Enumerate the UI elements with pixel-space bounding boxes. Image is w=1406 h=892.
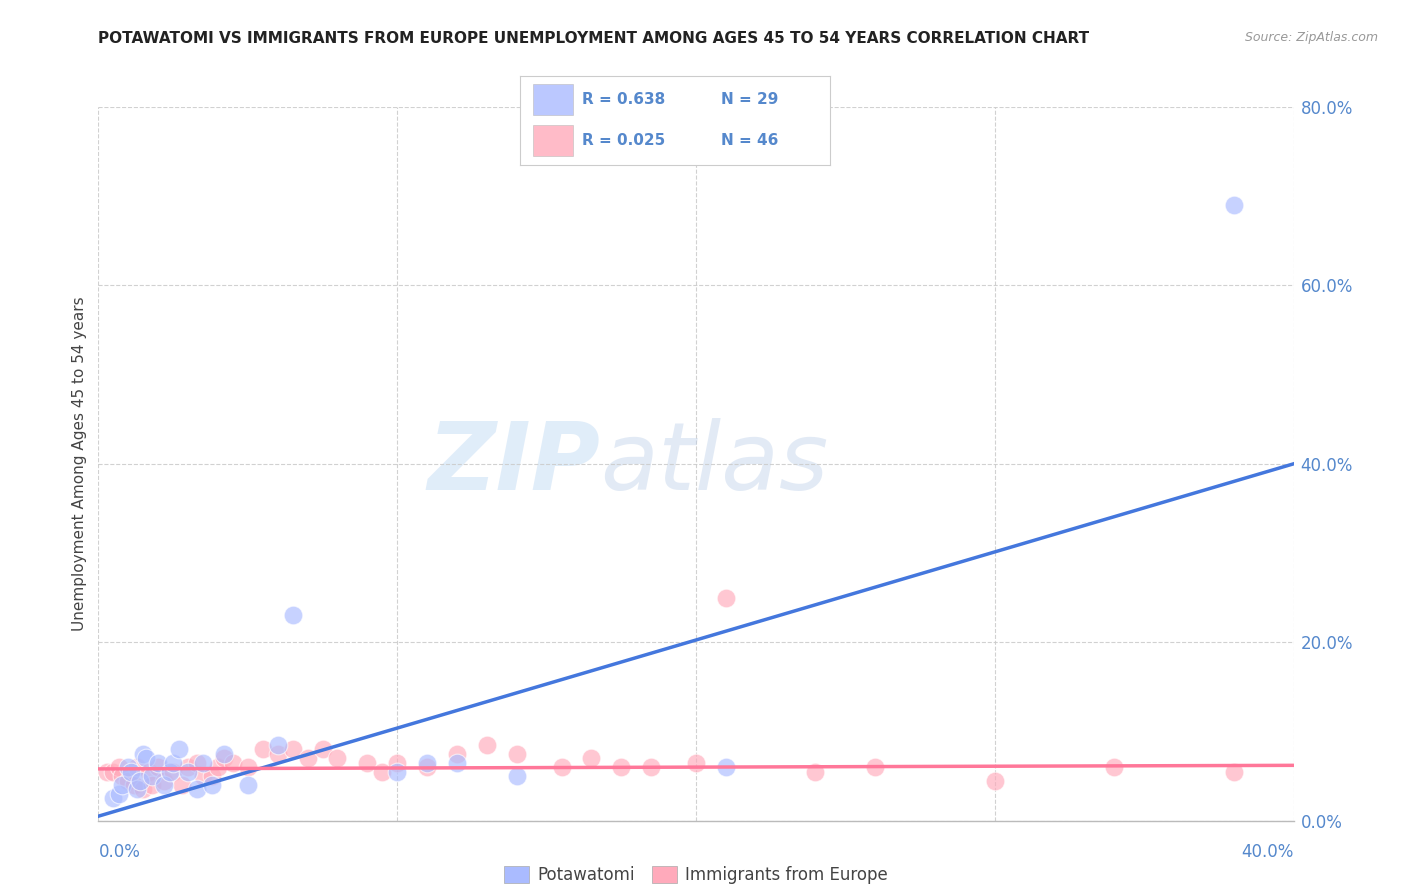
Text: Source: ZipAtlas.com: Source: ZipAtlas.com	[1244, 31, 1378, 45]
Point	[111, 769, 134, 783]
Point	[685, 756, 707, 770]
Point	[167, 742, 190, 756]
Point	[371, 764, 394, 779]
Point	[96, 764, 118, 779]
Point	[159, 764, 181, 779]
Point	[148, 756, 170, 770]
Point	[506, 747, 529, 761]
Point	[103, 791, 125, 805]
Point	[177, 760, 200, 774]
Point	[1223, 764, 1246, 779]
Point	[865, 760, 887, 774]
Point	[103, 764, 125, 779]
Text: R = 0.638: R = 0.638	[582, 92, 665, 107]
Point	[177, 764, 200, 779]
Point	[201, 769, 224, 783]
FancyBboxPatch shape	[533, 84, 572, 115]
Point	[267, 738, 290, 752]
Point	[267, 747, 290, 761]
Point	[186, 782, 208, 797]
Point	[108, 787, 131, 801]
Point	[550, 760, 572, 774]
Text: R = 0.025: R = 0.025	[582, 133, 665, 148]
Point	[212, 751, 235, 765]
Point	[138, 764, 160, 779]
Point	[207, 760, 229, 774]
Point	[506, 769, 529, 783]
Point	[236, 778, 259, 792]
Point	[640, 760, 662, 774]
Point	[326, 751, 349, 765]
Text: N = 46: N = 46	[721, 133, 779, 148]
FancyBboxPatch shape	[533, 125, 572, 156]
Point	[281, 608, 304, 623]
Point	[714, 760, 737, 774]
Point	[141, 778, 163, 792]
Point	[236, 760, 259, 774]
Point	[475, 738, 498, 752]
Point	[186, 756, 208, 770]
Point	[311, 742, 333, 756]
Point	[356, 756, 378, 770]
Point	[127, 760, 149, 774]
Text: ZIP: ZIP	[427, 417, 600, 510]
Legend: Potawatomi, Immigrants from Europe: Potawatomi, Immigrants from Europe	[498, 859, 894, 891]
Text: 0.0%: 0.0%	[98, 843, 141, 861]
Y-axis label: Unemployment Among Ages 45 to 54 years: Unemployment Among Ages 45 to 54 years	[72, 296, 87, 632]
Point	[416, 756, 439, 770]
Point	[416, 760, 439, 774]
Point	[153, 773, 176, 788]
Point	[581, 751, 603, 765]
Point	[153, 778, 176, 792]
Point	[141, 769, 163, 783]
Point	[172, 778, 194, 792]
Point	[117, 760, 139, 774]
Point	[191, 769, 214, 783]
Point	[201, 778, 224, 792]
Point	[1223, 198, 1246, 212]
Point	[127, 782, 149, 797]
Point	[111, 778, 134, 792]
Point	[983, 773, 1005, 788]
Point	[148, 760, 170, 774]
Point	[132, 747, 155, 761]
Point	[1104, 760, 1126, 774]
Point	[135, 751, 157, 765]
Point	[714, 591, 737, 605]
Point	[117, 773, 139, 788]
Text: POTAWATOMI VS IMMIGRANTS FROM EUROPE UNEMPLOYMENT AMONG AGES 45 TO 54 YEARS CORR: POTAWATOMI VS IMMIGRANTS FROM EUROPE UNE…	[98, 31, 1090, 46]
Point	[297, 751, 319, 765]
Point	[162, 756, 184, 770]
Point	[191, 756, 214, 770]
Point	[222, 756, 245, 770]
Point	[446, 756, 468, 770]
Point	[108, 760, 131, 774]
Point	[162, 764, 184, 779]
Point	[385, 756, 409, 770]
Text: atlas: atlas	[600, 418, 828, 509]
Point	[446, 747, 468, 761]
Point	[124, 778, 146, 792]
Point	[120, 764, 142, 779]
Point	[212, 747, 235, 761]
Point	[281, 742, 304, 756]
Text: N = 29: N = 29	[721, 92, 779, 107]
Point	[129, 773, 152, 788]
Point	[132, 782, 155, 797]
Point	[385, 764, 409, 779]
Point	[610, 760, 633, 774]
Text: 40.0%: 40.0%	[1241, 843, 1294, 861]
Point	[804, 764, 827, 779]
Point	[252, 742, 274, 756]
